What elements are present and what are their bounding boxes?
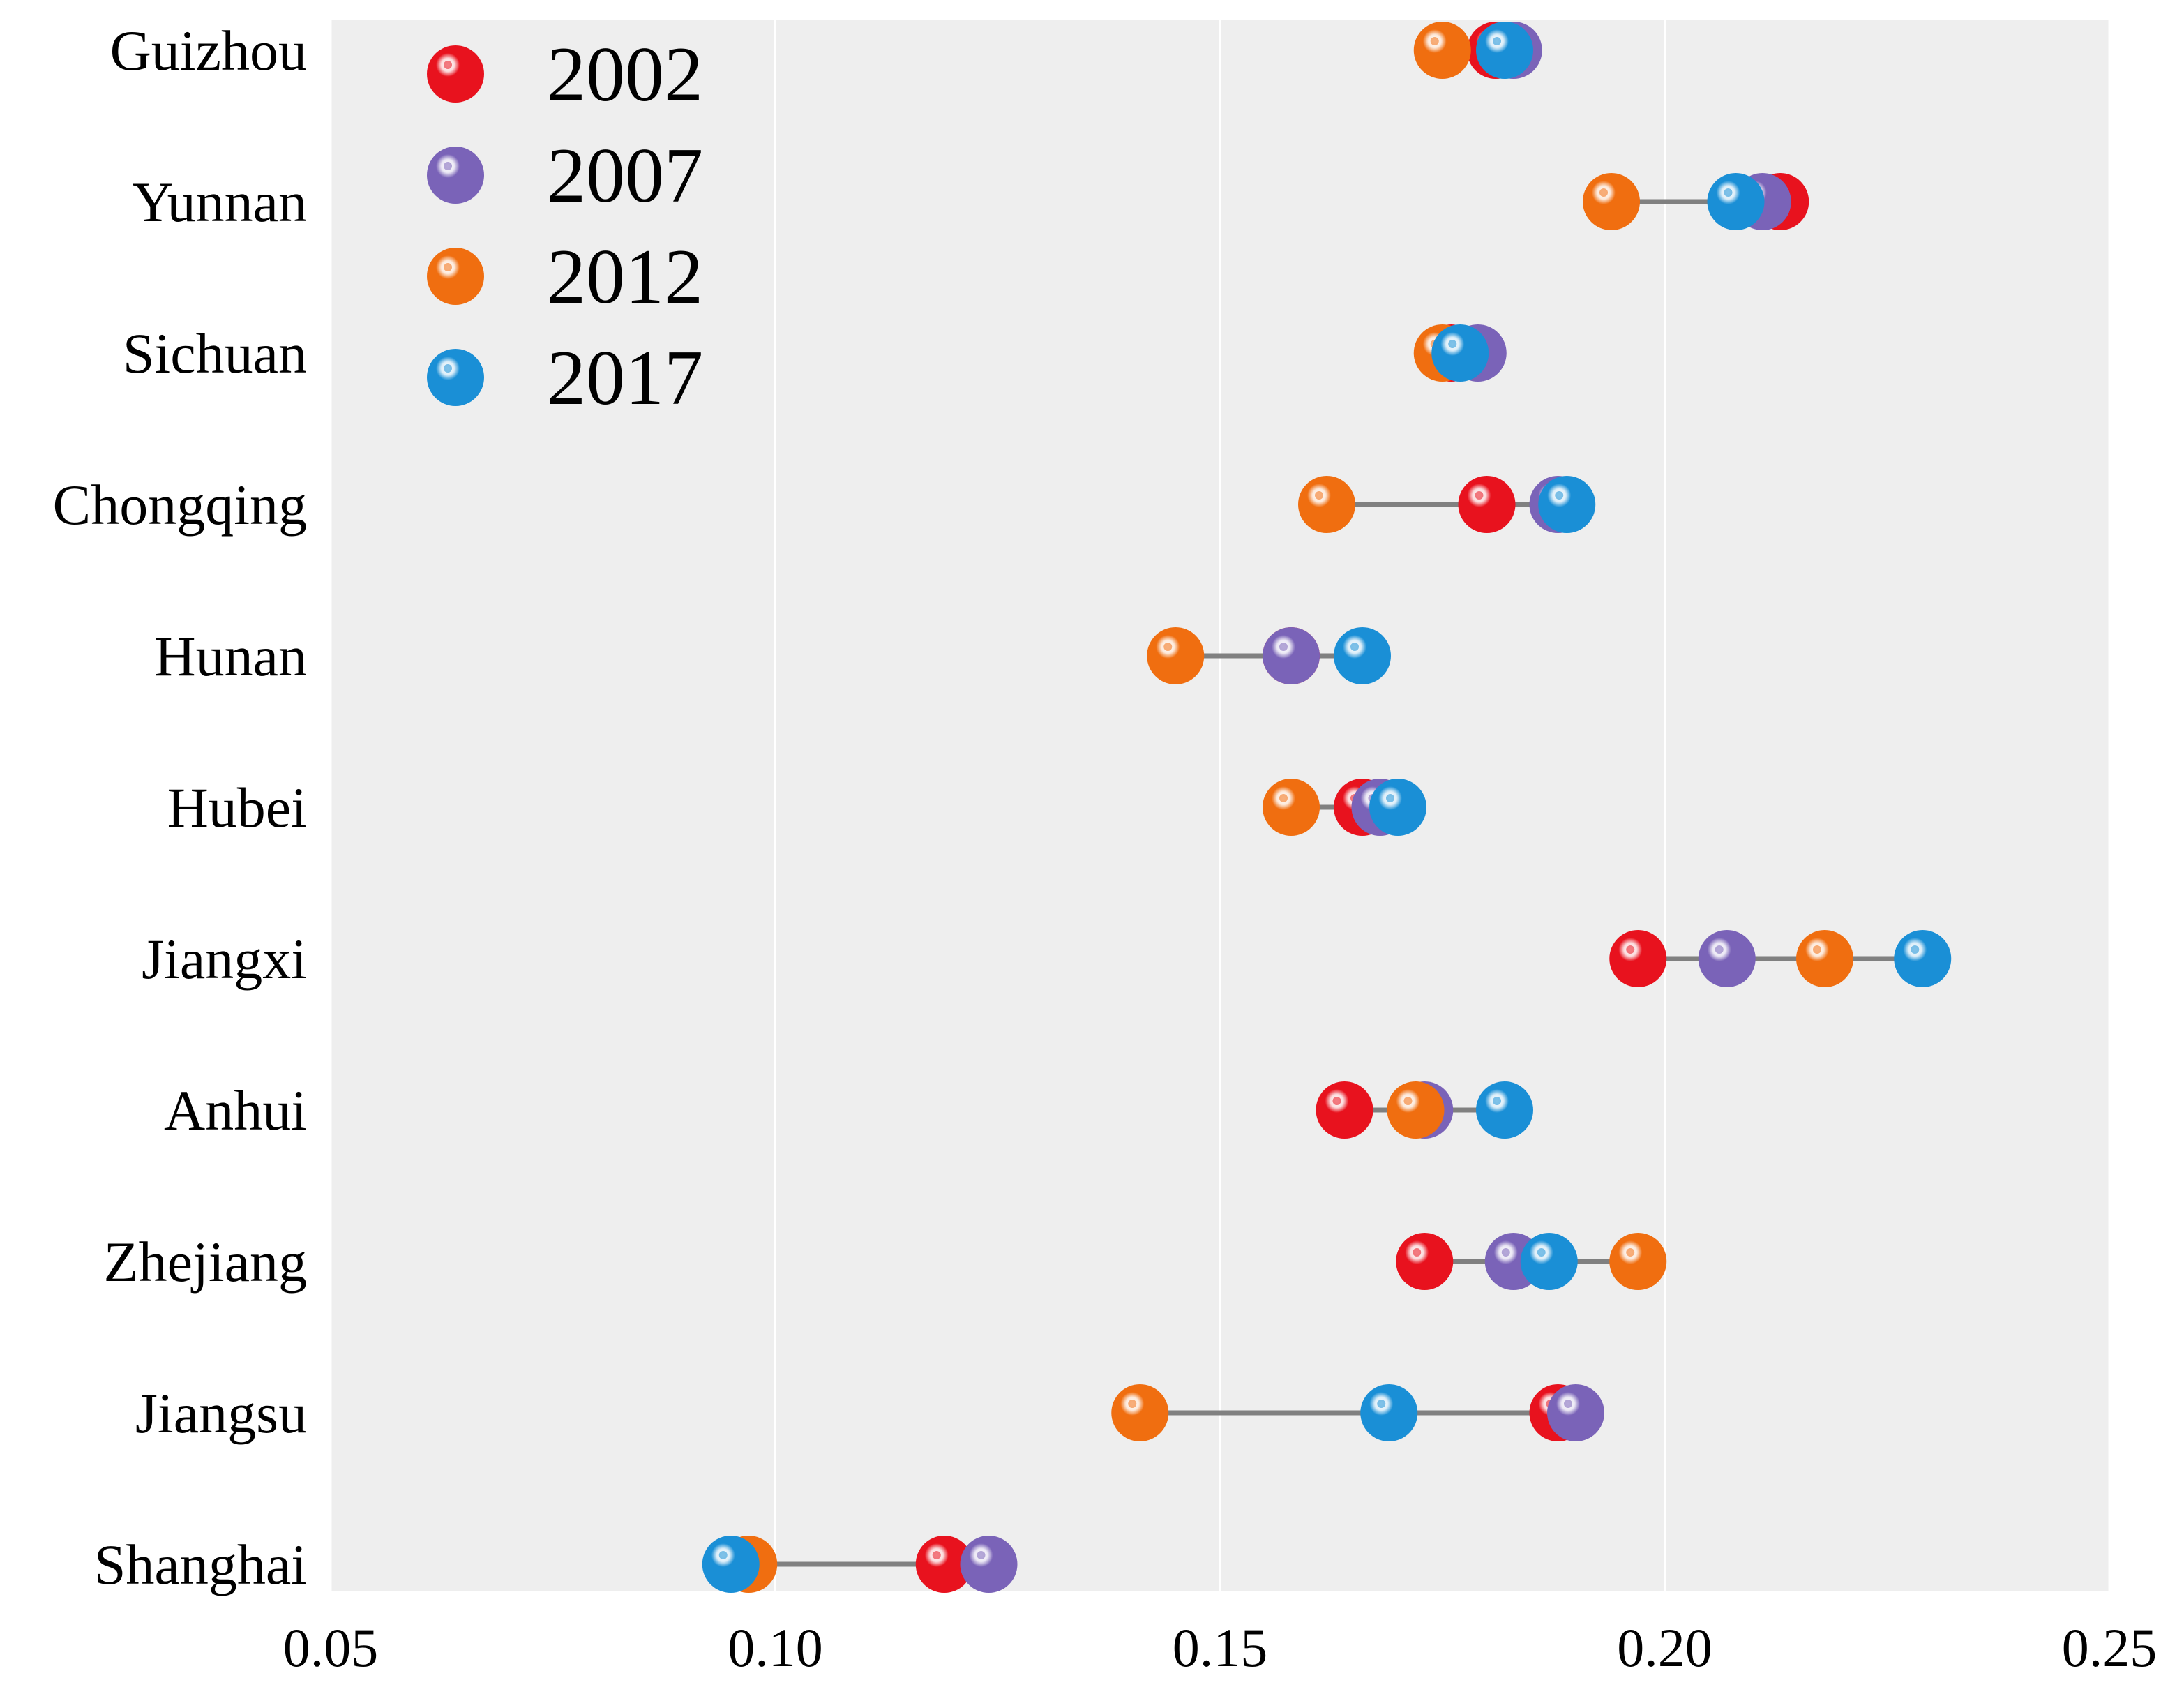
category-label: Chongqing [53, 473, 307, 537]
legend-label: 2017 [547, 335, 703, 421]
category-label: Sichuan [123, 322, 307, 385]
data-point-2017 [1538, 476, 1596, 533]
data-point-2017 [1520, 1233, 1578, 1290]
data-point-2017 [1431, 324, 1489, 382]
data-point-2017 [1476, 1081, 1533, 1139]
legend-marker-2002 [427, 45, 484, 103]
data-point-2017 [1476, 22, 1533, 79]
data-point-2012 [1111, 1384, 1169, 1441]
grid-lines [329, 20, 2111, 1591]
data-point-2002 [1609, 930, 1667, 987]
x-axis-tick-labels: 0.05 0.10 0.15 0.20 0.25 [283, 1617, 2157, 1678]
category-label: Anhui [164, 1079, 307, 1142]
data-point-2002 [1396, 1233, 1454, 1290]
legend-marker-2017 [427, 349, 484, 406]
data-point-2007 [1263, 627, 1320, 684]
category-label: Jiangxi [142, 927, 307, 991]
category-label: Jiangsu [135, 1381, 307, 1445]
data-point-2017 [1369, 779, 1426, 836]
data-point-2012 [1609, 1233, 1667, 1290]
category-label: Yunnan [132, 170, 307, 234]
category-label: Shanghai [94, 1533, 307, 1596]
data-point-2012 [1583, 173, 1640, 230]
data-point-2012 [1263, 779, 1320, 836]
category-label: Hunan [154, 624, 307, 688]
data-point-2017 [1707, 173, 1765, 230]
data-point-2012 [1413, 22, 1471, 79]
data-point-2002 [915, 1536, 973, 1593]
legend-label: 2007 [547, 133, 703, 219]
data-point-2017 [1894, 930, 1952, 987]
x-tick-label: 0.15 [1173, 1617, 1268, 1678]
legend-label: 2012 [547, 234, 703, 320]
data-point-2007 [960, 1536, 1018, 1593]
x-tick-label: 0.10 [728, 1617, 823, 1678]
data-point-2002 [1316, 1081, 1373, 1139]
category-label: Zhejiang [104, 1230, 307, 1294]
data-point-2007 [1698, 930, 1756, 987]
data-point-2012 [1298, 476, 1355, 533]
category-label: Guizhou [110, 19, 307, 82]
x-tick-label: 0.25 [2062, 1617, 2157, 1678]
data-point-2012 [1147, 627, 1205, 684]
category-label: Hubei [167, 776, 307, 839]
data-point-2017 [1360, 1384, 1418, 1441]
data-point-2012 [1796, 930, 1853, 987]
data-point-2017 [702, 1536, 760, 1593]
legend-label: 2002 [547, 31, 703, 118]
legend-marker-2007 [427, 147, 484, 204]
x-tick-label: 0.05 [283, 1617, 379, 1678]
x-tick-label: 0.20 [1617, 1617, 1712, 1678]
data-point-2012 [1387, 1081, 1445, 1139]
legend-marker-2012 [427, 248, 484, 305]
data-point-2007 [1547, 1384, 1604, 1441]
category-labels: Guizhou Yunnan Sichuan Chongqing Hunan Hubei J… [53, 19, 307, 1596]
data-point-2017 [1334, 627, 1391, 684]
data-points [702, 22, 1952, 1593]
legend: 2002 2007 2012 2017 [427, 31, 703, 421]
data-point-2002 [1458, 476, 1516, 533]
